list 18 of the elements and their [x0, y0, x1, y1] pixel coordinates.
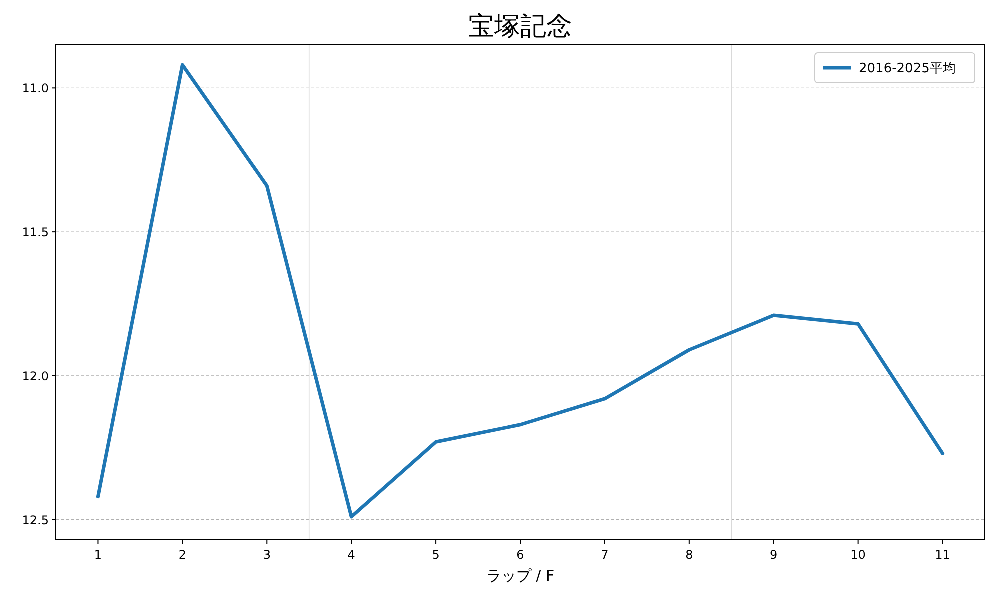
y-tick-label: 12.5: [22, 513, 49, 528]
x-tick-label: 4: [348, 548, 356, 562]
y-tick-label: 11.0: [22, 82, 49, 96]
x-tick-label: 3: [263, 548, 271, 562]
chart-title: 宝塚記念: [468, 12, 572, 42]
x-tick-label: 6: [516, 548, 524, 562]
x-axis-title: ラップ / F: [486, 567, 555, 585]
legend-label: 2016-2025平均: [859, 62, 956, 76]
y-tick-label: 11.5: [22, 226, 49, 240]
x-tick-label: 7: [601, 548, 609, 562]
x-tick-label: 1: [94, 548, 102, 562]
x-tick-label: 11: [935, 548, 950, 562]
x-tick-label: 10: [850, 548, 866, 562]
x-tick-label: 5: [432, 548, 440, 562]
y-tick-label: 12.0: [22, 369, 49, 384]
x-tick-label: 9: [770, 548, 778, 562]
x-tick-label: 8: [686, 548, 694, 562]
x-tick-label: 2: [178, 548, 186, 562]
